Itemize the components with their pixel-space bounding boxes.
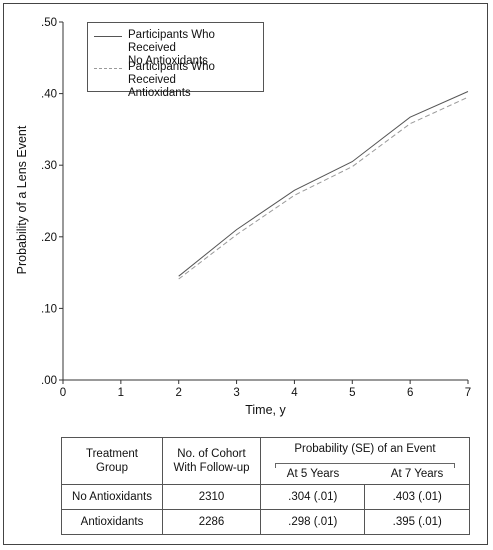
cell-7-years: .395 (.01) [364, 509, 470, 535]
x-tick-label: 1 [118, 387, 124, 399]
legend-swatch-dashed [94, 68, 122, 69]
x-tick-label: 7 [465, 387, 471, 399]
header-bracket [275, 463, 455, 468]
header-years: At 5 Years At 7 Years [260, 460, 470, 485]
x-tick-label: 6 [407, 387, 413, 399]
y-tick-label: .10 [41, 303, 57, 315]
legend: Participants Who Received No Antioxidant… [87, 22, 264, 99]
legend-label: Participants Who Received No Antioxidant… [128, 29, 215, 67]
x-tick-label: 0 [60, 387, 66, 399]
x-tick-label: 2 [176, 387, 182, 399]
cell-5-years: .304 (.01) [259, 484, 366, 510]
header-probability: Probability (SE) of an Event [260, 437, 470, 460]
cell-group: Antioxidants [61, 509, 163, 535]
table-row: Antioxidants 2286 .298 (.01) .395 (.01) [61, 509, 470, 535]
x-tick-label: 5 [349, 387, 355, 399]
x-tick-label: 3 [233, 387, 239, 399]
series-line-antioxidants [178, 96, 469, 280]
y-tick-label: .50 [41, 17, 57, 29]
x-axis-title: Time, y [245, 403, 286, 417]
x-tick-label: 4 [291, 387, 298, 399]
y-tick-label: .40 [41, 89, 57, 101]
figure-frame [3, 3, 488, 545]
cell-group: No Antioxidants [61, 484, 163, 510]
header-cohort: No. of Cohort With Follow-up [162, 437, 261, 485]
header-5-years: At 5 Years [286, 468, 340, 480]
y-tick-label: .20 [41, 232, 57, 244]
cell-cohort: 2310 [162, 484, 261, 510]
line-chart: .00 .10 .20 .30 .40 .50 0 1 2 3 4 5 6 7 Time, y [41, 17, 471, 417]
y-axis-title: Probability of a Lens Event [15, 125, 29, 275]
cell-5-years: .298 (.01) [259, 509, 366, 535]
cell-cohort: 2286 [162, 509, 261, 535]
legend-item-antioxidants: Participants Who Received Antioxidants [94, 61, 263, 100]
cell-7-years: .403 (.01) [364, 484, 470, 510]
table-row: No Antioxidants 2310 .304 (.01) .403 (.0… [61, 484, 470, 510]
y-tick-label: .30 [41, 160, 57, 172]
series-line-no-antioxidants [178, 91, 469, 277]
legend-item-no-antioxidants: Participants Who Received No Antioxidant… [94, 29, 263, 68]
y-tick-label: .00 [41, 375, 57, 387]
legend-swatch-solid [94, 36, 122, 37]
header-treatment-group: Treatment Group [61, 437, 163, 485]
legend-label: Participants Who Received Antioxidants [128, 61, 215, 99]
event-probability-table: Treatment Group No. of Cohort With Follow-… [61, 437, 470, 535]
header-7-years: At 7 Years [390, 468, 444, 480]
